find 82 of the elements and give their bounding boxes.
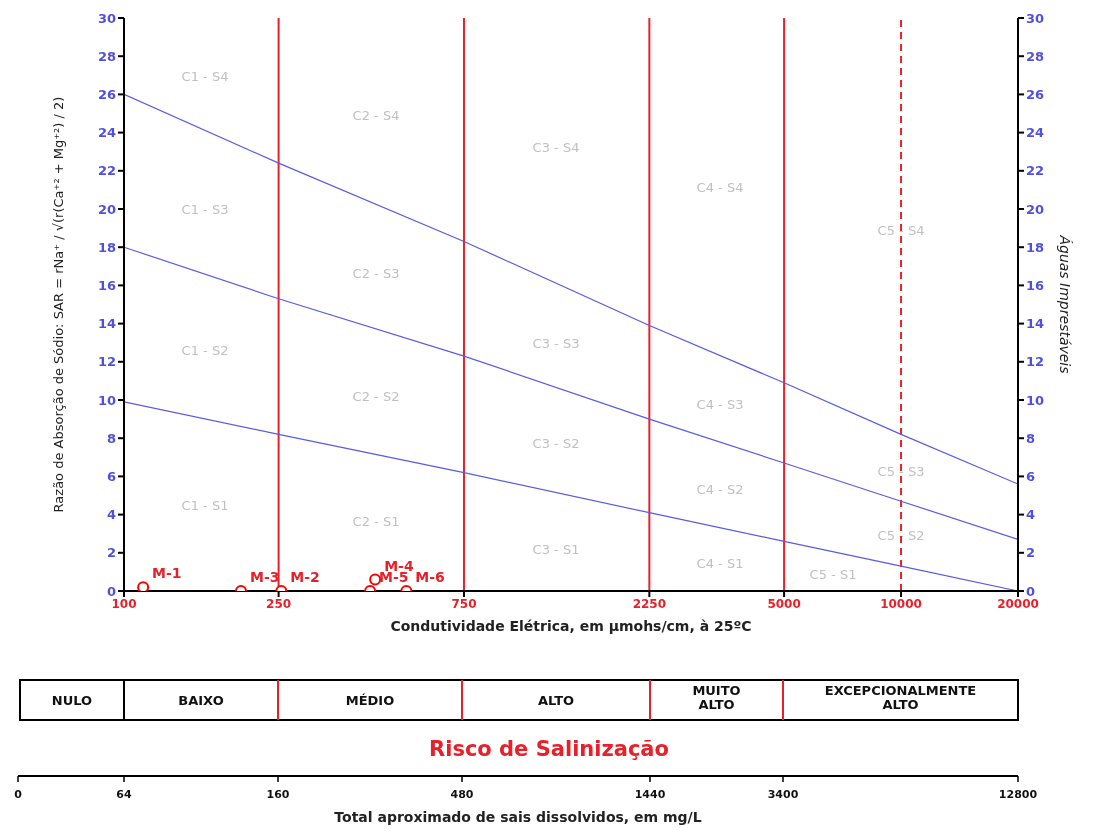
y-tick-label: 10 [97, 392, 116, 408]
text: 1440 [634, 788, 666, 801]
y-tick-label: 14 [97, 316, 116, 332]
text: NULO [51, 693, 93, 708]
x-axis-title: Condutividade Elétrica, em µmohs/cm, à 25ºC [390, 618, 752, 634]
y-tick-label: 18 [97, 239, 116, 255]
annotation: C4 - S3 [696, 396, 744, 412]
annotation: M-5 [379, 569, 409, 585]
y2-axis-title: Águas Imprestáveis [1057, 234, 1074, 374]
text: BAIXO [178, 693, 224, 708]
annotation: M-2 [290, 569, 320, 585]
annotation: C2 - S3 [352, 265, 400, 281]
y2-tick-label: 20 [1026, 201, 1045, 217]
text: 0 [14, 788, 23, 801]
text: MÉDIO [345, 693, 395, 708]
y-tick-label: 24 [97, 125, 116, 141]
text: EXCEPCIONALMENTE ALTO [824, 683, 977, 712]
annotation: C5 - S2 [877, 527, 925, 543]
annotation: M-1 [152, 565, 182, 582]
annotation: C3 - S4 [532, 139, 580, 155]
annotation: C1 - S3 [181, 201, 229, 217]
annotation: C4 - S2 [696, 481, 744, 497]
annotation: C5 - S1 [809, 566, 857, 582]
text: 12800 [998, 788, 1038, 801]
x-tick-label: 750 [451, 596, 477, 611]
y-tick-label: 0 [106, 583, 116, 599]
x-tick-label: 100 [111, 596, 137, 611]
y-tick-label: 20 [97, 201, 116, 217]
annotation: C2 - S1 [352, 513, 400, 529]
text: ALTO [537, 693, 575, 708]
y-tick-label: 22 [97, 163, 116, 179]
y2-tick-label: 4 [1026, 507, 1036, 523]
text: Total aproximado de sais dissolvidos, em mg/L [334, 809, 702, 825]
x-tick-label: 250 [266, 596, 292, 611]
annotation: C5 - S3 [877, 463, 925, 479]
annotation: C3 - S1 [532, 541, 580, 557]
y2-tick-label: 28 [1026, 48, 1045, 64]
y-tick-label: 28 [97, 48, 116, 64]
y2-tick-label: 0 [1026, 583, 1036, 599]
annotation: C4 - S1 [696, 555, 744, 571]
y-tick-label: 8 [106, 430, 116, 446]
y2-tick-label: 10 [1026, 392, 1045, 408]
annotation: C1 - S2 [181, 342, 229, 358]
annotation: M-6 [415, 569, 445, 585]
annotation: C3 - S3 [532, 335, 580, 351]
text: 480 [450, 788, 474, 801]
y-tick-label: 16 [97, 278, 116, 294]
y-tick-label: 4 [106, 507, 116, 523]
y-tick-label: 6 [106, 469, 116, 485]
annotation: C4 - S4 [696, 179, 744, 195]
text: MUITO ALTO [692, 683, 741, 712]
annotation: C3 - S2 [532, 435, 580, 451]
x-tick-label: 20000 [997, 596, 1039, 611]
annotation: C2 - S2 [352, 388, 400, 404]
text: 3400 [767, 788, 799, 801]
y2-tick-label: 2 [1026, 545, 1036, 561]
y-tick-label: 2 [106, 545, 116, 561]
annotation: M-3 [249, 569, 280, 585]
y-tick-label: 26 [97, 87, 116, 103]
y2-tick-label: 8 [1026, 430, 1036, 446]
y2-tick-label: 6 [1026, 469, 1036, 485]
annotation: C5 - S4 [877, 222, 925, 238]
text: Risco de Salinização [429, 737, 669, 761]
y-tick-label: 30 [97, 10, 116, 26]
y2-tick-label: 30 [1026, 10, 1045, 26]
y2-tick-label: 12 [1026, 354, 1045, 370]
annotation: C1 - S4 [181, 68, 229, 84]
annotation: C2 - S4 [352, 107, 400, 123]
text: 160 [266, 788, 290, 801]
y2-tick-label: 14 [1026, 316, 1045, 332]
y2-tick-label: 18 [1026, 239, 1045, 255]
x-tick-label: 10000 [880, 596, 922, 611]
y2-tick-label: 26 [1026, 87, 1045, 103]
y-axis-title: Razão de Absorção de Sódio: SAR = rNa⁺ / √(r(Ca⁺² + Mg⁺²) / 2) [50, 96, 66, 513]
x-tick-label: 5000 [767, 596, 801, 611]
text: 64 [116, 788, 132, 801]
x-tick-label: 2250 [632, 596, 667, 611]
annotation: C1 - S1 [181, 497, 229, 513]
y2-tick-label: 24 [1026, 125, 1045, 141]
y-tick-label: 12 [97, 354, 116, 370]
y2-tick-label: 22 [1026, 163, 1045, 179]
y2-tick-label: 16 [1026, 278, 1045, 294]
